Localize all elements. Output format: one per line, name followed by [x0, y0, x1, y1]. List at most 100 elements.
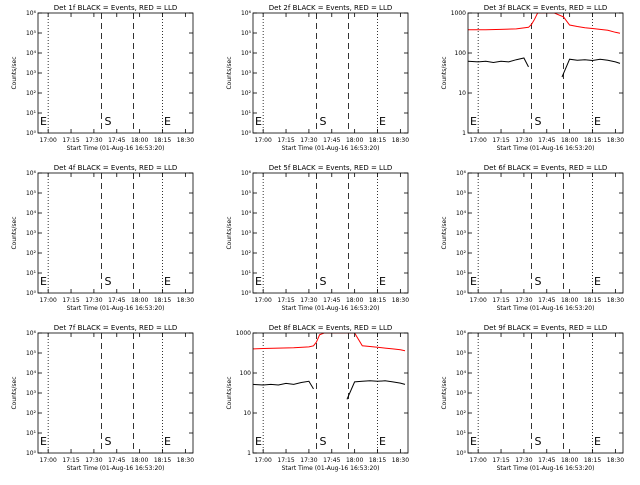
events-series-line: [468, 57, 621, 78]
event-marker-label: E: [470, 275, 477, 288]
panel-title: Det 8f BLACK = Events, RED = LLD: [269, 324, 392, 332]
y-tick-label: 10⁵: [241, 30, 252, 37]
x-tick-label: 17:15: [277, 457, 294, 464]
y-tick-label: 10⁰: [26, 130, 37, 137]
x-axis-label: Start Time (01-Aug-16 16:53:20): [282, 305, 380, 312]
event-marker-label: S: [320, 435, 327, 448]
y-tick-label: 1000: [451, 10, 466, 17]
plot-frame: [467, 12, 624, 134]
x-tick-label: 18:00: [131, 297, 148, 304]
y-tick-label: 10³: [241, 230, 252, 237]
y-tick-label: 100: [240, 370, 252, 377]
x-tick-label: 17:30: [85, 137, 102, 144]
y-tick-label: 10⁴: [456, 210, 467, 217]
x-tick-label: 17:45: [323, 297, 340, 304]
event-marker-label: E: [594, 115, 601, 128]
x-tick-label: 17:15: [62, 137, 79, 144]
event-marker-label: E: [379, 275, 386, 288]
y-axis-label: Counts/sec: [441, 376, 448, 409]
x-tick-label: 18:30: [607, 137, 624, 144]
y-tick-label: 10⁶: [456, 330, 467, 337]
series-group: [468, 13, 621, 78]
y-tick-label: 10⁵: [241, 190, 252, 197]
y-tick-label: 10⁰: [26, 290, 37, 297]
y-tick-label: 10⁵: [26, 350, 37, 357]
x-tick-label: 17:00: [40, 137, 57, 144]
y-tick-label: 10³: [26, 390, 37, 397]
y-tick-label: 10¹: [456, 270, 467, 277]
y-tick-label: 10⁴: [26, 370, 37, 377]
y-tick-label: 10⁴: [241, 50, 252, 57]
x-tick-label: 18:15: [584, 137, 601, 144]
x-tick-label: 18:00: [561, 137, 578, 144]
event-marker-label: S: [320, 115, 327, 128]
x-tick-label: 18:00: [561, 297, 578, 304]
x-tick-label: 17:45: [538, 457, 555, 464]
y-tick-label: 10⁴: [26, 50, 37, 57]
event-marker-label: S: [535, 275, 542, 288]
y-axis-label: Counts/sec: [11, 56, 18, 89]
y-tick-label: 10³: [456, 230, 467, 237]
y-tick-label: 10⁶: [241, 170, 252, 177]
y-tick-label: 10⁰: [456, 290, 467, 297]
x-axis-label: Start Time (01-Aug-16 16:53:20): [67, 305, 165, 312]
x-tick-label: 17:00: [255, 457, 272, 464]
y-tick-label: 10²: [26, 250, 37, 257]
y-axis-label: Counts/sec: [226, 376, 233, 409]
x-tick-label: 17:30: [300, 137, 317, 144]
x-axis-label: Start Time (01-Aug-16 16:53:20): [282, 145, 380, 152]
event-marker-label: E: [164, 435, 171, 448]
x-tick-label: 17:15: [492, 457, 509, 464]
x-tick-label: 18:30: [177, 297, 194, 304]
y-axis-label: Counts/sec: [226, 56, 233, 89]
series-group: [253, 333, 406, 400]
x-tick-label: 17:30: [515, 297, 532, 304]
event-marker-label: E: [40, 275, 47, 288]
x-axis-label: Start Time (01-Aug-16 16:53:20): [282, 465, 380, 472]
x-tick-label: 17:00: [470, 457, 487, 464]
x-tick-label: 18:00: [131, 457, 148, 464]
y-tick-label: 1: [462, 130, 466, 137]
event-marker-label: E: [379, 435, 386, 448]
y-tick-label: 10⁰: [456, 450, 467, 457]
x-tick-label: 18:15: [584, 297, 601, 304]
y-tick-label: 10³: [241, 70, 252, 77]
x-tick-label: 18:15: [154, 297, 171, 304]
panel-title: Det 6f BLACK = Events, RED = LLD: [484, 164, 607, 172]
x-tick-label: 18:30: [607, 297, 624, 304]
x-tick-label: 18:30: [607, 457, 624, 464]
plot-frame: [252, 332, 409, 454]
event-marker-label: S: [535, 435, 542, 448]
y-tick-label: 10: [458, 90, 466, 97]
y-tick-label: 10⁰: [241, 290, 252, 297]
x-tick-label: 18:00: [131, 137, 148, 144]
y-tick-label: 10¹: [241, 270, 252, 277]
x-tick-label: 18:30: [392, 137, 409, 144]
y-tick-label: 10⁶: [456, 170, 467, 177]
x-tick-label: 17:45: [538, 297, 555, 304]
x-axis-label: Start Time (01-Aug-16 16:53:20): [497, 465, 595, 472]
y-tick-label: 10⁰: [241, 130, 252, 137]
x-axis-label: Start Time (01-Aug-16 16:53:20): [497, 145, 595, 152]
y-tick-label: 10⁴: [456, 370, 467, 377]
x-tick-label: 17:30: [515, 457, 532, 464]
event-marker-label: E: [255, 115, 262, 128]
lld-series-line: [253, 333, 406, 352]
y-tick-label: 10¹: [26, 430, 37, 437]
event-marker-label: E: [470, 115, 477, 128]
x-tick-label: 18:15: [369, 297, 386, 304]
y-tick-label: 10³: [456, 390, 467, 397]
event-marker-label: E: [594, 435, 601, 448]
y-tick-label: 10²: [26, 410, 37, 417]
y-tick-label: 1: [247, 450, 251, 457]
event-marker-label: E: [594, 275, 601, 288]
panel-title: Det 3f BLACK = Events, RED = LLD: [484, 4, 607, 12]
event-marker-label: E: [379, 115, 386, 128]
event-marker-label: S: [105, 115, 112, 128]
y-tick-label: 10¹: [241, 110, 252, 117]
y-tick-label: 10⁴: [241, 210, 252, 217]
